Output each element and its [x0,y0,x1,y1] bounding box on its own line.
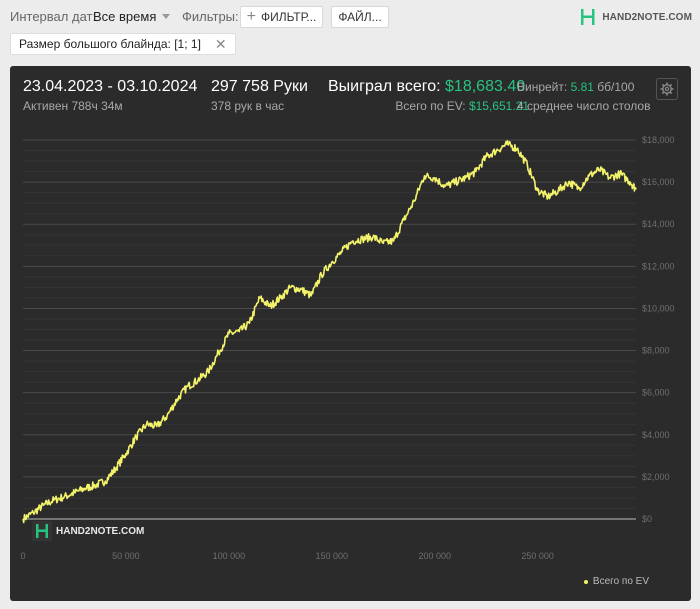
x-tick-label: 150 000 [316,551,349,561]
legend-marker [583,579,588,584]
y-tick-label: $2,000 [642,472,670,482]
filters-label: Фильтры: [182,9,239,24]
file-button[interactable]: ФАЙЛ... [331,6,389,28]
chart-watermark: HAND2NOTE.COM [32,521,144,541]
active-filter-label: Размер большого блайнда: [1; 1] [19,37,201,51]
winrate-label: Винрейт: [517,80,568,94]
filter-button-label: ФИЛЬТР... [260,10,317,24]
ev-total: Всего по EV: $15,651.21 [395,99,529,113]
y-tick-label: $8,000 [642,346,670,356]
y-axis: $0 $2,000 $4,000 $6,000 $8,000 $10,000 $12,000… [642,135,675,524]
ev-label: Всего по EV: [395,99,466,113]
h2n-watermark-icon [32,521,52,541]
y-tick-label: $10,000 [642,303,675,313]
x-tick-label: 50 000 [112,551,140,561]
y-tick-label: $18,000 [642,135,675,145]
winrate-value: 5.81 [570,80,594,94]
x-tick-label: 0 [20,551,25,561]
interval-value: Все время [93,9,157,24]
winrate-unit: бб/100 [597,80,635,94]
top-toolbar: Интервал дат: Все время Фильтры: + ФИЛЬТР… [0,0,700,34]
y-tick-label: $16,000 [642,177,675,187]
interval-label: Интервал дат: [10,9,97,24]
winrate: Винрейт: 5.81 бб/100 [517,80,634,94]
won-label: Выиграл всего: [328,78,441,95]
interval-dropdown[interactable]: Все время [93,9,171,24]
tables-average: 4 среднее число столов [517,99,651,113]
y-tick-label: $4,000 [642,430,670,440]
chart-grid [23,139,636,520]
x-axis: 0 50 000 100 000 150 000 200 000 250 000 [20,551,553,561]
x-tick-label: 250 000 [521,551,554,561]
active-filter-chip: Размер большого блайнда: [1; 1] ✕ [10,33,236,55]
y-tick-label: $14,000 [642,219,675,229]
legend-label: Всего по EV [592,576,649,587]
won-value: $18,683.40 [445,78,526,95]
gear-icon [660,82,674,96]
date-range: 23.04.2023 - 03.10.2024 [23,78,198,95]
ev-series-line [22,140,637,524]
file-button-label: ФАЙЛ... [338,10,382,24]
y-tick-label: $6,000 [642,388,670,398]
settings-button[interactable] [656,78,678,100]
profit-chart: $0 $2,000 $4,000 $6,000 $8,000 $10,000 $12,000… [20,135,675,561]
active-time: Активен 788ч 34м [23,99,123,113]
brand-text: HAND2NOTE.COM [602,11,692,23]
h2n-logo-icon [581,9,595,25]
y-tick-label: $0 [642,514,652,524]
y-tick-label: $12,000 [642,261,675,271]
hands-count: 297 758 Руки [211,78,308,95]
won-total: Выиграл всего: $18,683.40 [328,78,525,96]
chart-legend[interactable]: Всего по EV [583,576,649,587]
graph-panel: 23.04.2023 - 03.10.2024 Активен 788ч 34м… [10,66,691,601]
watermark-text: HAND2NOTE.COM [56,525,145,537]
brand-logo: HAND2NOTE.COM [580,8,692,26]
plus-icon: + [246,8,256,25]
ev-value: $15,651.21 [468,99,529,113]
add-filter-button[interactable]: + ФИЛЬТР... [240,6,323,28]
close-icon[interactable]: ✕ [214,35,227,52]
hands-per-hour: 378 рук в час [211,99,285,113]
chevron-down-icon [162,14,171,19]
x-tick-label: 200 000 [418,551,451,561]
x-tick-label: 100 000 [213,551,246,561]
